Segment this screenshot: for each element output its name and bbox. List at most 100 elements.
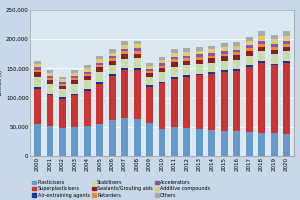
Bar [34, 89, 41, 124]
Bar [121, 118, 128, 156]
Bar [208, 74, 215, 130]
Bar [134, 54, 140, 58]
Bar [96, 56, 103, 59]
Bar [146, 73, 153, 77]
Bar [196, 75, 203, 129]
Bar [46, 95, 53, 126]
Bar [71, 94, 78, 95]
Bar [258, 36, 265, 41]
Bar [233, 131, 240, 156]
Bar [208, 130, 215, 156]
Bar [121, 54, 128, 59]
Bar [258, 61, 265, 63]
Bar [221, 131, 228, 156]
Bar [71, 73, 78, 76]
Bar [196, 57, 203, 60]
Bar [159, 83, 165, 129]
Bar [146, 63, 153, 66]
Bar [59, 89, 66, 97]
Bar [271, 133, 278, 156]
Bar [159, 129, 165, 156]
Bar [96, 63, 103, 65]
Bar [221, 54, 228, 56]
Bar [258, 51, 265, 61]
Bar [184, 56, 190, 58]
Bar [134, 44, 140, 48]
Bar [71, 84, 78, 94]
Bar [46, 80, 53, 84]
Bar [208, 53, 215, 56]
Bar [46, 76, 53, 78]
Bar [96, 82, 103, 84]
Bar [208, 46, 215, 49]
Bar [246, 56, 253, 65]
Bar [221, 72, 228, 131]
Bar [283, 61, 290, 63]
Bar [59, 86, 66, 89]
Bar [171, 53, 178, 57]
Bar [134, 119, 140, 156]
Bar [34, 77, 41, 87]
Bar [34, 70, 41, 72]
Bar [46, 73, 53, 76]
Bar [283, 44, 290, 47]
Bar [134, 48, 140, 51]
Bar [258, 31, 265, 36]
Bar [271, 47, 278, 50]
Bar [184, 77, 190, 128]
Bar [159, 60, 165, 63]
Bar [96, 124, 103, 156]
Bar [59, 99, 66, 128]
Bar [134, 51, 140, 54]
Bar [221, 61, 228, 70]
Bar [196, 60, 203, 64]
Bar [59, 97, 66, 99]
Bar [171, 77, 178, 79]
Bar [233, 71, 240, 131]
Bar [146, 87, 153, 123]
Legend: Plasticisers, Superplasticisers, Air-entraining agents, Stabilisers, Sealants/Gr: Plasticisers, Superplasticisers, Air-ent… [32, 180, 210, 198]
Bar [171, 67, 178, 77]
Bar [171, 49, 178, 53]
Bar [283, 41, 290, 44]
Bar [109, 120, 116, 156]
Bar [258, 133, 265, 156]
Bar [233, 69, 240, 71]
Bar [109, 76, 116, 120]
Bar [71, 127, 78, 156]
Bar [184, 58, 190, 61]
Bar [184, 65, 190, 75]
Bar [246, 51, 253, 56]
Bar [134, 70, 140, 119]
Bar [246, 67, 253, 132]
Bar [84, 89, 91, 91]
Bar [134, 58, 140, 68]
Bar [208, 49, 215, 53]
Bar [271, 44, 278, 47]
Bar [196, 129, 203, 156]
Bar [146, 66, 153, 69]
Bar [184, 48, 190, 52]
Bar [109, 53, 116, 56]
Bar [71, 70, 78, 73]
Bar [271, 50, 278, 54]
Bar [233, 50, 240, 52]
Bar [59, 82, 66, 84]
Bar [171, 57, 178, 59]
Bar [96, 65, 103, 67]
Bar [283, 31, 290, 36]
Bar [109, 65, 116, 74]
Bar [71, 95, 78, 127]
Bar [233, 52, 240, 55]
Bar [146, 69, 153, 71]
Bar [196, 74, 203, 75]
Bar [221, 43, 228, 47]
Bar [221, 56, 228, 61]
Bar [146, 123, 153, 156]
Bar [246, 45, 253, 48]
Bar [258, 41, 265, 44]
Bar [71, 80, 78, 84]
Bar [196, 64, 203, 74]
Bar [283, 63, 290, 134]
Bar [159, 68, 165, 72]
